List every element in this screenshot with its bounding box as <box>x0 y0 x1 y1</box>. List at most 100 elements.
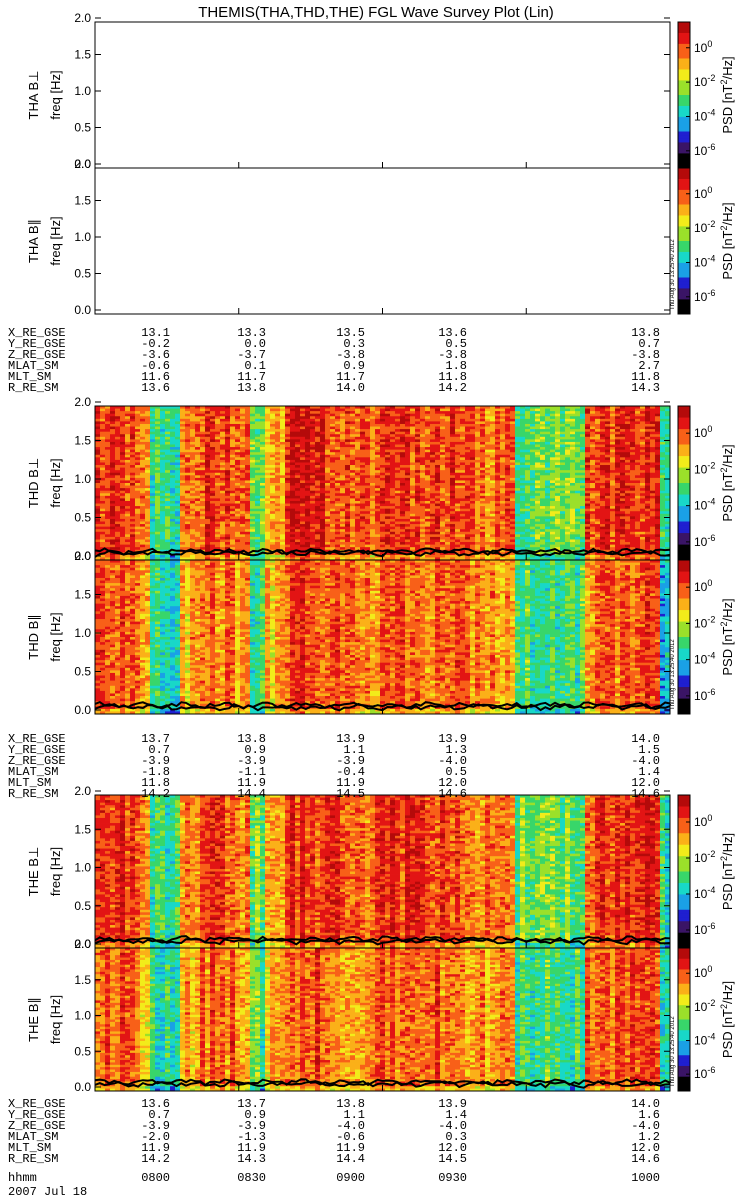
colorbar-tick-label: 100 <box>694 185 712 201</box>
ephemeris-value: -1.8 <box>141 765 170 779</box>
ephemeris-value: 14.3 <box>237 1152 266 1166</box>
colorbar-segment <box>678 270 690 275</box>
ephemeris-value: 13.9 <box>438 1097 467 1111</box>
colorbar-segment <box>678 548 690 553</box>
colorbar-segment <box>678 833 690 838</box>
colorbar-segment <box>678 208 690 213</box>
y-tick-label: 0.5 <box>74 899 91 913</box>
colorbar-segment <box>678 204 690 209</box>
time-tick-label: 0900 <box>336 1171 365 1185</box>
ephemeris-value: 0.9 <box>244 1108 266 1122</box>
colorbar-segment <box>678 806 690 811</box>
colorbar-segment <box>678 186 690 191</box>
ephemeris-value: 1.6 <box>638 1108 660 1122</box>
ephemeris-value: 14.6 <box>438 787 467 801</box>
colorbar-segment <box>678 273 690 278</box>
colorbar-segment <box>678 940 690 945</box>
panel-frame <box>94 167 671 315</box>
ephemeris-value: -1.3 <box>237 1130 266 1144</box>
colorbar-segment <box>678 58 690 63</box>
y-tick-label: 1.5 <box>74 588 91 602</box>
colorbar-segment <box>678 690 690 696</box>
colorbar-segment <box>678 844 690 850</box>
colorbar-segment <box>678 1076 690 1081</box>
colorbar-segment <box>678 802 690 807</box>
colorbar-segment <box>678 168 690 173</box>
colorbar-segment <box>678 475 690 480</box>
ephemeris-value: 11.8 <box>438 370 467 384</box>
ephemeris-value: 12.0 <box>631 776 660 790</box>
colorbar-segment <box>678 182 690 187</box>
colorbar-segment <box>678 113 690 118</box>
panels-layer: 0.0 0.5 1.0 1.5 2.0 THA B⊥ freq [Hz] 100 10-2 10-… <box>26 11 735 1094</box>
ephemeris-value: 14.2 <box>438 381 467 395</box>
ephemeris-row-label: Z_RE_GSE <box>8 754 66 768</box>
ephemeris-value: 11.9 <box>141 1141 170 1155</box>
colorbar-segment <box>678 629 690 634</box>
colorbar-segment <box>678 533 690 538</box>
colorbar-segment <box>678 277 690 282</box>
y-tick-label: 2.0 <box>74 395 91 409</box>
colorbar-segment <box>678 656 690 661</box>
time-tick-labels: 0800 0830 0900 0930 1000 <box>141 1171 660 1185</box>
ephemeris-value: 13.6 <box>141 381 170 395</box>
colorbar-segment <box>678 660 690 665</box>
colorbar-segment <box>678 928 690 934</box>
colorbar-segment <box>678 456 690 461</box>
colorbar-segment <box>678 552 690 557</box>
colorbar-segment <box>678 560 690 565</box>
colorbar-segment <box>678 1008 690 1013</box>
colorbar-segment <box>678 594 690 599</box>
colorbar-segment <box>678 567 690 573</box>
colorbar-segment <box>678 153 690 158</box>
colorbar-tick-label: 10-6 <box>694 533 715 549</box>
colorbar-segment <box>678 193 690 198</box>
colorbar-tick-label: 10-4 <box>694 107 715 123</box>
colorbar-segment <box>678 421 690 426</box>
colorbar-segment <box>678 913 690 918</box>
ephemeris-value: 13.7 <box>237 1097 266 1111</box>
colorbar-segment <box>678 976 690 981</box>
colorbar-segment <box>678 710 690 715</box>
y-tick-label: 0.0 <box>74 157 91 171</box>
ephemeris-value: -0.6 <box>336 1130 365 1144</box>
y-tick-label: 0.5 <box>74 511 91 525</box>
ephemeris-row-label: MLAT_SM <box>8 359 58 373</box>
colorbar-label: PSD [nT2/Hz] <box>719 981 735 1058</box>
colorbar-segment <box>678 598 690 603</box>
colorbar-segment <box>678 490 690 496</box>
colorbar-segment <box>678 494 690 499</box>
ephemeris-row-label: MLAT_SM <box>8 1130 58 1144</box>
y-tick-label: 0.5 <box>74 267 91 281</box>
colorbar-segment <box>678 98 690 103</box>
ephemeris-value: 11.9 <box>237 1141 266 1155</box>
panel-label: THE B∥ <box>26 997 41 1042</box>
colorbar-segment <box>678 944 690 949</box>
colorbar-segment <box>678 867 690 872</box>
y-tick-label: 1.0 <box>74 626 91 640</box>
colorbar-segment <box>678 513 690 519</box>
ephemeris-value: 11.7 <box>336 370 365 384</box>
colorbar-tick-label: 100 <box>694 964 712 980</box>
ephemeris-value: 13.6 <box>438 326 467 340</box>
colorbar-tick-label: 10-2 <box>694 614 715 630</box>
colorbar-segment <box>678 586 690 592</box>
y-tick-label: 1.0 <box>74 84 91 98</box>
panel-label: THD B∥ <box>26 614 41 660</box>
colorbar-segment <box>678 994 690 999</box>
colorbar-segment <box>678 409 690 415</box>
colorbar-segment <box>678 1087 690 1092</box>
colorbar-segment <box>678 138 690 143</box>
colorbar-segment <box>678 417 690 422</box>
colorbar-segment <box>678 255 690 260</box>
colorbar-segment <box>678 171 690 176</box>
ephemeris-value: -4.0 <box>438 1119 467 1133</box>
ephemeris-value: 0.9 <box>244 743 266 757</box>
colorbar-segment <box>678 69 690 74</box>
colorbar-segment <box>678 463 690 469</box>
colorbar-segment <box>678 432 690 438</box>
ephemeris-row-label: Z_RE_GSE <box>8 348 66 362</box>
colorbar-segment <box>678 215 690 220</box>
colorbar-segment <box>678 521 690 526</box>
